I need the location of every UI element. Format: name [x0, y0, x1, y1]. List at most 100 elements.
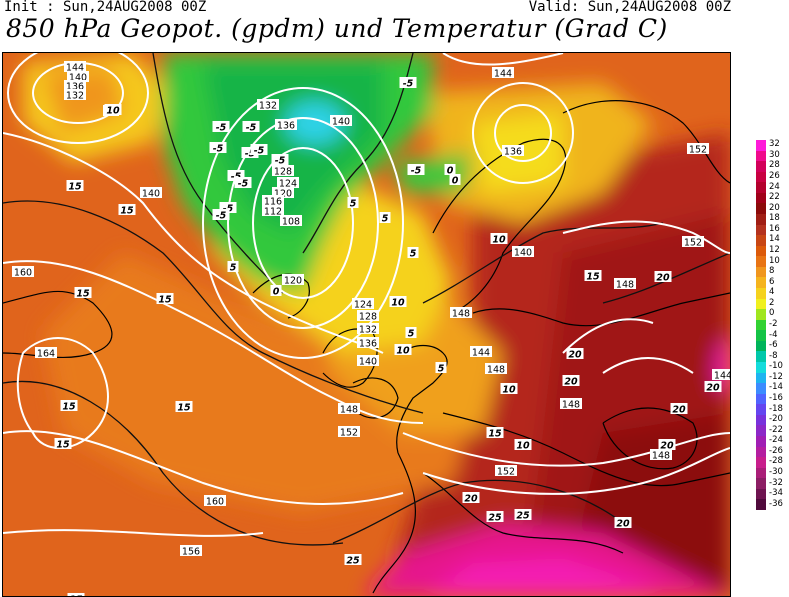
colorbar-label: -16 — [769, 393, 783, 403]
geopotential-label-bg — [262, 195, 284, 206]
temperature-label: 5 — [230, 263, 237, 274]
colorbar-label: -10 — [769, 361, 783, 372]
colorbar-label: -26 — [769, 445, 783, 456]
temperature-label: 5 — [438, 364, 445, 375]
temperature-label: 20 — [706, 383, 720, 394]
colorbar-swatch — [756, 256, 766, 268]
geopotential-label-bg — [272, 165, 294, 176]
geopotential-label-bg — [357, 323, 379, 334]
geopotential-label: 128 — [274, 167, 292, 178]
temperature-label-bg — [175, 401, 193, 412]
temperature-label-bg — [344, 554, 362, 565]
temperature-label-bg — [670, 403, 688, 414]
geopotential-label: 144 — [66, 63, 84, 74]
temperature-label: -5 — [213, 144, 224, 155]
geopotential-label-bg — [262, 205, 284, 216]
geopotential-label: 132 — [66, 91, 84, 102]
colorbar-label: 14 — [769, 234, 780, 245]
geopotential-label: 132 — [359, 325, 377, 336]
temperature-label-bg — [658, 439, 676, 450]
colorbar-swatch — [756, 214, 766, 226]
map-svg: 1441401361321013213612812412011611210814… — [3, 53, 730, 596]
geopotential-label-bg — [64, 61, 86, 72]
geopotential-label-bg — [357, 310, 379, 321]
colorbar-swatch — [756, 478, 766, 490]
temperature-label-bg — [514, 509, 532, 520]
temperature-label: 5 — [410, 249, 417, 260]
geopotential-label-bg — [180, 545, 202, 556]
temperature-label-bg — [654, 271, 672, 282]
geopotential-label: 164 — [37, 349, 55, 360]
geopotential-label: 120 — [284, 276, 302, 287]
temperature-label-bg — [212, 209, 230, 220]
temperature-label: -5 — [403, 79, 414, 90]
geopotential-label: 156 — [182, 547, 200, 558]
colorbar-swatch — [756, 192, 766, 204]
geopotential-label: 160 — [206, 497, 224, 508]
temperature-label: 15 — [62, 402, 76, 413]
colorbar-swatch — [756, 457, 766, 469]
geopotential-label: 116 — [264, 197, 282, 208]
temperature-label-bg — [435, 362, 447, 373]
colorbar-swatch — [756, 182, 766, 194]
geopotential-label-bg — [502, 145, 524, 156]
geopotential-label-bg — [282, 274, 304, 285]
colorbar-swatch — [756, 393, 766, 405]
colorbar-label: -6 — [769, 340, 778, 351]
colorbar-swatch — [756, 351, 766, 363]
colorbar-swatch — [756, 372, 766, 384]
colorbar-label: -2 — [769, 319, 778, 329]
colorbar-swatch — [756, 309, 766, 321]
colorbar-label: 18 — [769, 213, 780, 224]
geopotential-label-bg — [330, 115, 352, 126]
temperature-label-bg — [566, 348, 584, 359]
colorbar-label: -28 — [769, 456, 783, 467]
temperature-label: 15 — [69, 595, 83, 597]
temperature-label-bg — [66, 180, 84, 191]
geopotential-label-bg — [614, 278, 636, 289]
geopotential-label: 152 — [684, 238, 702, 249]
temperature-label-bg — [347, 197, 359, 208]
geopotential-label-bg — [277, 177, 299, 188]
colorbar-swatch — [756, 330, 766, 342]
colorbar-label: 32 — [769, 139, 780, 150]
geopotential-label: 144 — [472, 348, 490, 359]
temperature-label: 0 — [447, 166, 454, 177]
temperature-label: 15 — [120, 206, 134, 217]
colorbar-label: 16 — [769, 223, 780, 234]
temperature-label-bg — [271, 154, 289, 165]
geopotential-label: 136 — [359, 339, 377, 350]
geopotential-label: 160 — [14, 268, 32, 279]
temperature-label-bg — [407, 164, 425, 175]
temperature-label-bg — [67, 593, 85, 596]
colorbar-label: -20 — [769, 414, 783, 425]
temperature-label-bg — [462, 492, 480, 503]
temperature-label: 5 — [408, 329, 415, 340]
colorbar-swatch — [756, 150, 766, 162]
geopotential-label: 136 — [504, 147, 522, 158]
geopotential-label-bg — [338, 426, 360, 437]
weather-map: 1441401361321013213612812412011611210814… — [2, 52, 731, 597]
geopotential-label: 140 — [514, 248, 532, 259]
temperature-label: -5 — [216, 211, 227, 222]
geopotential-label: 148 — [562, 400, 580, 411]
temperature-label: 20 — [464, 494, 478, 505]
geopotential-label-bg — [67, 71, 89, 82]
temperature-label: 5 — [382, 214, 389, 225]
temperature-label-bg — [60, 400, 78, 411]
geopotential-label: 140 — [332, 117, 350, 128]
valid-time: Valid: Sun,24AUG2008 00Z — [528, 0, 731, 15]
geopotential-label: 112 — [264, 207, 282, 218]
colorbar-swatch — [756, 266, 766, 278]
colorbar-label: 6 — [769, 276, 775, 287]
colorbar-swatch — [756, 277, 766, 289]
colorbar-label: 28 — [769, 160, 780, 171]
geopotential-label: 124 — [279, 179, 297, 190]
geopotential-label-layer: 1441401361321013213612812412011611210814… — [12, 61, 730, 558]
temperature-label-bg — [54, 438, 72, 449]
geopotential-label: 108 — [282, 217, 300, 228]
geopotential-label-bg — [204, 495, 226, 506]
temperature-label-bg — [704, 381, 722, 392]
temperature-label: 0 — [273, 287, 280, 298]
geopotential-label-bg — [495, 465, 517, 476]
